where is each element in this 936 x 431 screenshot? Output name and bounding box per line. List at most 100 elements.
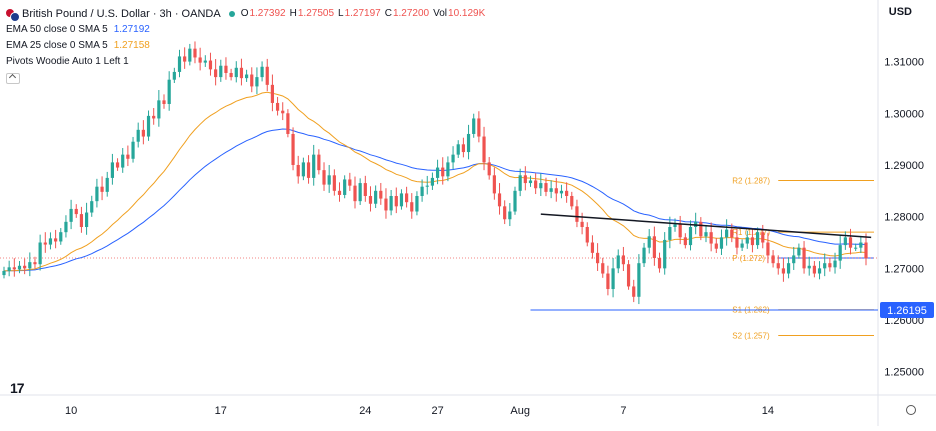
candle-body	[668, 227, 672, 240]
candle-body	[595, 252, 600, 264]
currency-selector[interactable]: USD	[888, 6, 912, 18]
candle	[105, 171, 109, 197]
candle-body	[306, 162, 311, 178]
currency-flag-icon	[6, 8, 20, 22]
candle	[48, 232, 53, 250]
settings-icon[interactable]	[906, 405, 916, 415]
candle	[275, 96, 280, 116]
candle-body	[565, 190, 569, 196]
candle-body	[17, 265, 22, 270]
candle	[786, 257, 791, 279]
candle-body	[54, 238, 58, 242]
pivot-label: P (1.272)	[732, 254, 765, 263]
candle	[534, 173, 538, 195]
candle	[694, 212, 698, 235]
indicator-pivots[interactable]: Pivots Woodie Auto 1 Left 1	[6, 56, 129, 67]
candle	[219, 59, 223, 82]
candle	[33, 256, 37, 269]
candle	[487, 157, 491, 180]
candle-body	[291, 133, 295, 165]
candle	[699, 217, 703, 241]
candle-body	[363, 183, 367, 196]
candle	[425, 175, 429, 195]
candle	[508, 203, 512, 227]
candle-body	[828, 263, 832, 268]
candle	[528, 175, 533, 187]
candle	[761, 224, 765, 249]
y-tick-label: 1.30000	[884, 108, 924, 120]
candle-body	[792, 255, 796, 264]
candle-body	[48, 238, 53, 245]
candle-body	[570, 195, 574, 207]
candle	[575, 199, 579, 228]
candle	[781, 258, 786, 282]
symbol-title[interactable]: British Pound / U.S. Dollar · 3h · OANDA	[22, 8, 221, 20]
candle-body	[353, 185, 357, 202]
candle	[466, 124, 471, 160]
candle	[167, 71, 171, 111]
candle	[523, 166, 527, 191]
candle	[157, 90, 161, 127]
candle-body	[28, 262, 32, 269]
candle-body	[601, 263, 605, 274]
candle	[435, 159, 440, 185]
candle	[141, 120, 145, 145]
candle-body	[405, 193, 409, 203]
candle	[260, 61, 264, 82]
candle-body	[487, 162, 491, 176]
candle	[126, 145, 130, 167]
candle	[565, 182, 569, 203]
candle-body	[497, 193, 502, 207]
candle-body	[590, 242, 595, 253]
candle-body	[472, 118, 476, 134]
candle-body	[430, 177, 435, 186]
candle	[43, 232, 47, 253]
candle-body	[508, 211, 512, 220]
candle-body	[12, 267, 16, 270]
candle	[632, 279, 636, 303]
candle-body	[823, 263, 827, 269]
candle-body	[714, 243, 718, 249]
candle	[84, 202, 89, 235]
candle-body	[539, 183, 543, 189]
candle	[621, 246, 626, 272]
candle-body	[162, 100, 166, 104]
candle	[771, 250, 775, 268]
candle-body	[812, 265, 816, 274]
candle	[177, 49, 182, 78]
indicator-ema25[interactable]: EMA 25 close 0 SMA 5 1.27158	[6, 40, 150, 51]
candle	[332, 169, 336, 196]
candle	[730, 223, 734, 243]
candle	[544, 177, 548, 197]
candle-body	[451, 154, 455, 163]
collapse-legend-icon[interactable]	[6, 73, 20, 84]
candle-body	[838, 245, 842, 261]
candle-body	[157, 100, 161, 119]
candle	[64, 215, 68, 238]
tradingview-logo[interactable]: 17	[10, 380, 25, 396]
candle	[709, 222, 713, 252]
candle-body	[657, 258, 662, 269]
candle-body	[771, 255, 775, 264]
candle	[461, 137, 465, 158]
trendline	[540, 213, 872, 239]
candle-body	[281, 110, 285, 114]
candle-body	[374, 190, 378, 204]
candle	[363, 175, 367, 202]
candle	[69, 199, 73, 230]
indicator-ema50[interactable]: EMA 50 close 0 SMA 5 1.27192	[6, 24, 150, 35]
candle-body	[523, 175, 527, 184]
candle-body	[90, 201, 94, 213]
candle-body	[244, 74, 249, 79]
candle	[714, 238, 718, 254]
y-tick-label: 1.25000	[884, 367, 924, 379]
ema50-line	[3, 128, 867, 272]
legend: British Pound / U.S. Dollar · 3h · OANDA…	[6, 6, 489, 84]
candle	[28, 252, 32, 277]
candle	[668, 216, 672, 249]
y-tick-label: 1.31000	[884, 57, 924, 69]
candle	[23, 258, 27, 275]
candle-body	[786, 263, 791, 274]
